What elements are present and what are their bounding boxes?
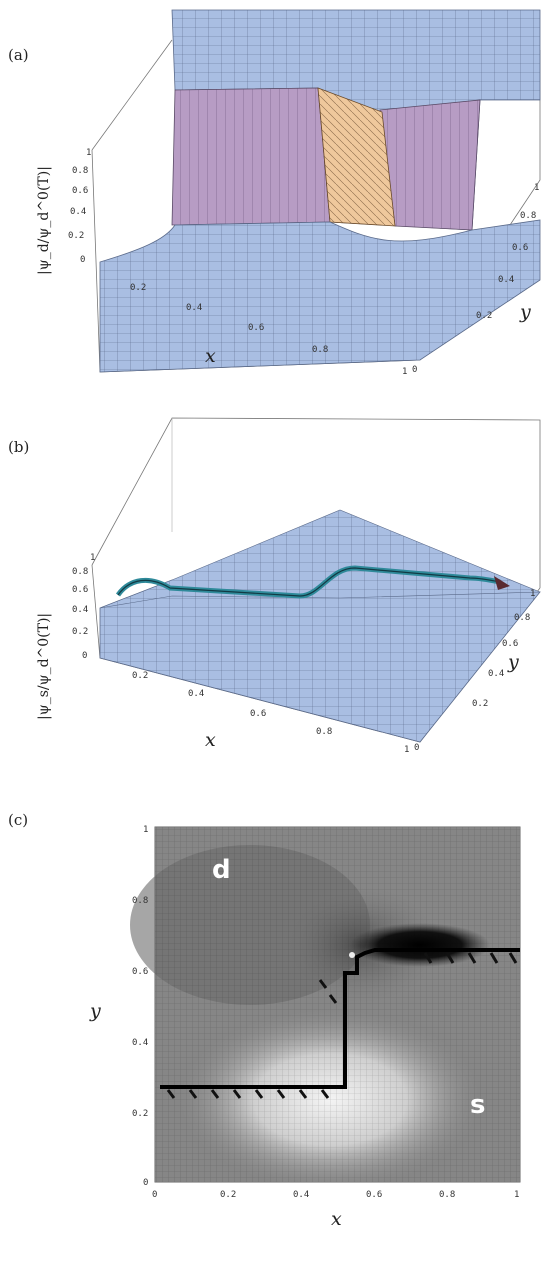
y-tick-b-5: 1 (530, 589, 535, 599)
x-tick-a-2: 0.6 (248, 323, 264, 333)
y-tick-b-3: 0.6 (502, 639, 518, 649)
mesh-overlay-c (155, 827, 520, 1182)
ridge-edge-b (117, 567, 501, 597)
wall-right-a (379, 99, 481, 231)
region-d-label: d (212, 855, 231, 885)
y-tick-b-2: 0.4 (488, 669, 504, 679)
region-s-label: s (470, 1090, 485, 1120)
y-tick-a-5: 1 (534, 183, 539, 193)
interface-line-c (160, 948, 520, 1089)
x-tick-b-2: 0.6 (250, 709, 266, 719)
z-axis-label-b: |ψ_s/ψ_d^0(T)| (36, 613, 52, 720)
z-axis-label-a: |ψ_d/ψ_d^0(T)| (36, 166, 52, 275)
surface-plot-b: (b) 0 0.2 0.4 0.6 0.8 1 0.2 0.4 0.6 0.8 … (8, 417, 541, 755)
y-tick-a-2: 0.4 (498, 275, 514, 285)
z-tick-a-0: 0 (80, 255, 85, 265)
y-axis-label-b: y (507, 651, 519, 673)
panel-b-label: (b) (8, 438, 29, 456)
y-tick-a-0: 0 (412, 365, 417, 375)
panel-a-label: (a) (8, 46, 29, 64)
y-tick-c-1: 0.2 (132, 1109, 148, 1119)
x-tick-c-2: 0.4 (293, 1190, 309, 1200)
z-tick-b-4: 0.8 (72, 567, 88, 577)
bounding-box-b-back (91, 417, 541, 588)
x-tick-b-4: 1 (404, 745, 409, 755)
z-tick-b-3: 0.6 (72, 585, 88, 595)
wall-left-a (171, 87, 331, 226)
y-tick-c-3: 0.6 (132, 967, 148, 977)
x-tick-c-1: 0.2 (220, 1190, 236, 1200)
bounding-box-edge-a (91, 39, 173, 151)
x-axis-label-c: x (331, 1208, 342, 1230)
y-tick-b-4: 0.8 (514, 613, 530, 623)
z-tick-b-0: 0 (82, 651, 87, 661)
z-tick-a-1: 0.2 (68, 231, 84, 241)
y-tick-a-4: 0.8 (520, 211, 536, 221)
z-tick-b-1: 0.2 (72, 627, 88, 637)
z-tick-a-4: 0.8 (72, 166, 88, 176)
y-tick-c-4: 0.8 (132, 896, 148, 906)
panel-b: (b) 0 0.2 0.4 0.6 0.8 1 0.2 0.4 0.6 0.8 … (0, 400, 551, 805)
y-tick-c-5: 1 (143, 825, 148, 835)
ridge-step-a (317, 87, 396, 227)
x-tick-b-3: 0.8 (316, 727, 332, 737)
lower-surface-a (99, 219, 541, 373)
x-axis-label-b: x (205, 729, 216, 751)
x-tick-a-1: 0.4 (186, 303, 202, 313)
interface-ticks-c (166, 952, 518, 1099)
x-tick-c-3: 0.6 (366, 1190, 382, 1200)
surface-b (99, 579, 541, 743)
ridge-end-b (494, 576, 510, 590)
x-tick-a-4: 1 (402, 367, 407, 377)
x-tick-a-0: 0.2 (130, 283, 146, 293)
x-axis-label-a: x (205, 345, 216, 367)
x-tick-c-0: 0 (152, 1190, 157, 1200)
z-tick-a-5: 1 (86, 148, 91, 158)
y-tick-c-0: 0 (143, 1178, 148, 1188)
panel-a: (a) 0 0.2 0.4 0.6 0.8 1 0.2 0.4 0.6 0.8 … (0, 0, 551, 400)
x-tick-c-5: 1 (514, 1190, 519, 1200)
z-tick-b-2: 0.4 (72, 605, 88, 615)
z-tick-b-5: 1 (90, 553, 95, 563)
back-surface-b (99, 509, 541, 609)
y-axis-label-c: y (89, 1000, 101, 1022)
panel-c-label: (c) (8, 811, 28, 829)
y-tick-a-1: 0.2 (476, 311, 492, 321)
z-tick-a-2: 0.4 (70, 207, 86, 217)
panel-c: (c) d s 0 0.2 0.4 0.6 0.8 1 0 0.2 0.4 0.… (0, 805, 551, 1264)
y-tick-b-1: 0.2 (472, 699, 488, 709)
density-plot-c: (c) d s 0 0.2 0.4 0.6 0.8 1 0 0.2 0.4 0.… (8, 811, 521, 1230)
x-tick-a-3: 0.8 (312, 345, 328, 355)
z-tick-a-3: 0.6 (72, 186, 88, 196)
x-tick-b-1: 0.4 (188, 689, 204, 699)
y-tick-a-3: 0.6 (512, 243, 528, 253)
x-tick-b-0: 0.2 (132, 671, 148, 681)
y-tick-b-0: 0 (414, 743, 419, 753)
y-axis-label-a: y (519, 301, 531, 323)
x-tick-c-4: 0.8 (439, 1190, 455, 1200)
y-tick-c-2: 0.4 (132, 1038, 148, 1048)
surface-plot-a: (a) 0 0.2 0.4 0.6 0.8 1 0.2 0.4 0.6 0.8 … (8, 9, 541, 377)
